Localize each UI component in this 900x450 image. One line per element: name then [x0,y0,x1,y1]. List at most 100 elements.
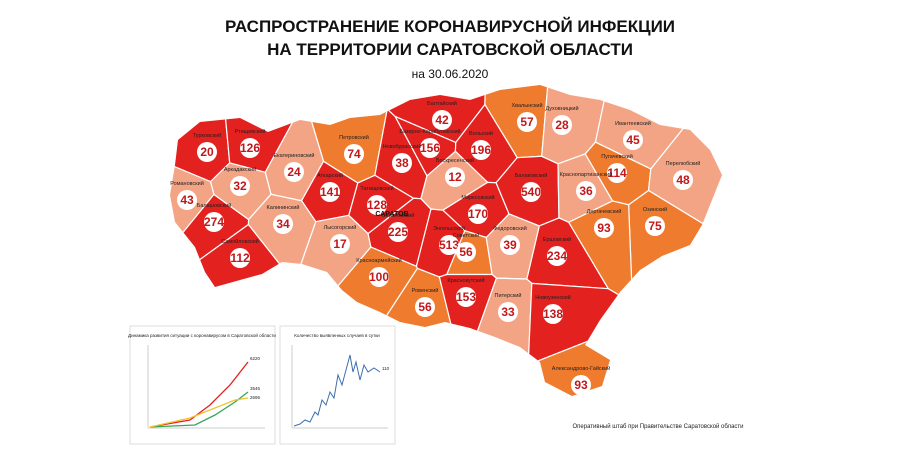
badge [521,182,541,202]
badge [415,297,435,317]
mini-chart: Динамика развития ситуации с коронавирус… [128,325,276,445]
badge [273,214,293,234]
region-cases: 170 [468,207,488,221]
region-cases: 48 [676,173,690,187]
mini-chart: Количество выявленных случаев в сутки 11… [279,325,396,445]
line [149,391,249,428]
badge [571,375,591,395]
region [628,189,722,368]
region-name: Советский [453,232,480,239]
region-cases: 156 [420,141,440,155]
region-name: Ершовский [543,236,571,243]
region-cases: 56 [418,300,432,314]
region-cases: 33 [501,305,515,319]
region-cases: 100 [369,270,389,284]
region-name: Балаковский [515,172,548,179]
region-name: Балтайский [427,100,457,107]
region-cases: 20 [200,145,214,159]
region-cases: 39 [503,238,517,252]
badge [230,176,250,196]
date: на 30.06.2020 [412,67,489,81]
region-name: Озинский [643,206,667,213]
region-name: Хвалынский [511,102,542,109]
region-name: Балашовский [197,202,232,209]
region-cases: 24 [287,165,301,179]
region-cases: 75 [648,219,662,233]
badge [607,163,627,183]
badge [204,212,224,232]
region-name: Вольский [469,130,493,137]
region-name: Петровский [339,134,369,141]
region-cases: 234 [547,249,567,263]
badge [284,162,304,182]
footer: Оперативный штаб при Правительстве Сарат… [572,423,743,430]
region-name: Саратовский [382,212,415,219]
badge [456,242,476,262]
line [149,361,249,428]
region-cases: 56 [459,245,473,259]
region-cases: 513 [439,238,459,252]
region-cases: 32 [233,179,247,193]
badge [456,287,476,307]
badge [420,138,440,158]
region-cases: 45 [626,133,640,147]
region-name: Духовницкий [545,105,578,112]
badge [392,153,412,173]
badge [471,140,491,160]
title: НА ТЕРРИТОРИИ САРАТОВСКОЙ ОБЛАСТИ [267,40,633,59]
badge [197,142,217,162]
badge [230,248,250,268]
region-cases: 93 [574,378,588,392]
city-label: САРАТОВ [375,211,408,218]
region [170,85,231,183]
line [149,397,249,428]
region-name: Марксовский [461,194,494,201]
region-cases: 12 [448,170,462,184]
badge [673,170,693,190]
region-name: Энгельсский [433,225,465,232]
badge [543,304,563,324]
region-cases: 57 [520,115,534,129]
region-cases: 28 [555,118,569,132]
region-name: Пугачевский [601,153,633,160]
region-name: Краснокутский [447,277,484,284]
region-cases: 138 [543,307,563,321]
region-cases: 153 [456,290,476,304]
region-name: Ровенский [412,287,439,294]
region-name: Новобурасский [383,143,422,150]
region-cases: 43 [180,193,194,207]
region-cases: 74 [347,147,361,161]
region-cases: 112 [230,251,250,265]
badge [432,110,452,130]
badge [547,246,567,266]
region-cases: 42 [435,113,449,127]
region-name: Татищевский [360,185,393,192]
region-cases: 196 [471,143,491,157]
region-cases: 225 [388,225,408,239]
region-name: Федоровский [493,225,527,232]
chart-title: Динамика развития ситуации с коронавирус… [128,332,276,338]
region-name: Перелюбский [666,160,701,167]
region-cases: 141 [320,185,340,199]
region-name: Аткарский [317,172,343,179]
chart-frame [279,325,396,445]
region-name: Новоузенский [535,294,571,301]
badge [240,138,260,158]
region-name: Александрово-Гайский [552,365,610,372]
badge [500,235,520,255]
chart-title: Количество выявленных случаев в сутки [294,333,380,338]
badge [517,112,537,132]
region-name: Красноармейский [356,257,402,264]
region-name: Питерский [495,292,522,299]
region-cases: 126 [240,141,260,155]
region-name: Базарно-Карабулакский [399,128,460,135]
region-name: Турковский [193,132,222,139]
region-cases: 274 [204,215,224,229]
title: РАСПРОСТРАНЕНИЕ КОРОНАВИРУСНОЙ ИНФЕКЦИИ [225,17,675,36]
badge [344,144,364,164]
region-name: Ртищевский [235,128,266,135]
line [293,354,381,427]
chart-label: 110 [382,366,390,371]
map-labels: Балтайский 42 Хвалынский 57 Духовницкий 28 Ива… [170,100,700,395]
chart-label: 2695 [250,395,261,400]
